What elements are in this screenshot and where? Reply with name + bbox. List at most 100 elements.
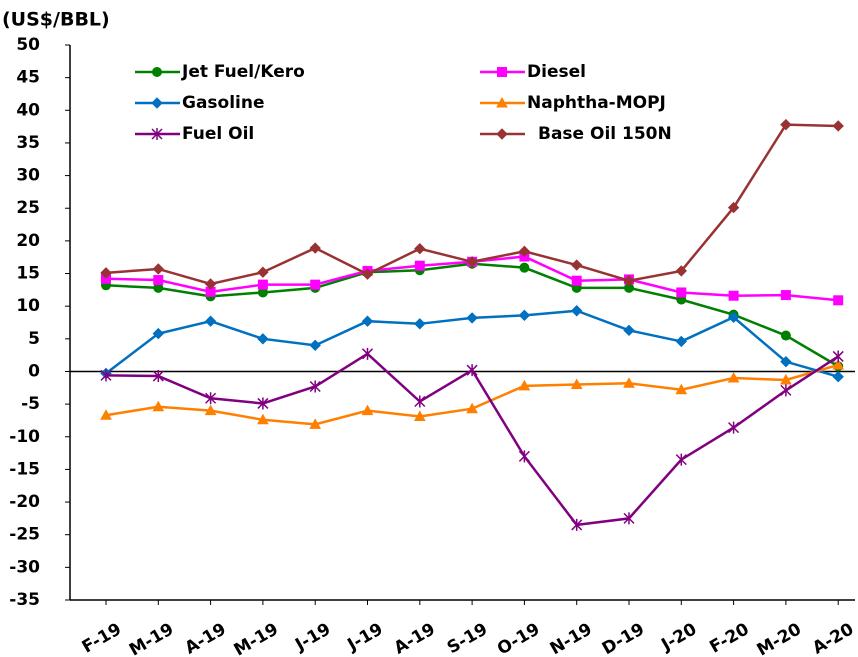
marker <box>309 242 321 254</box>
x-tick-label: J-19 <box>291 619 334 655</box>
marker <box>570 259 583 271</box>
marker <box>151 97 163 109</box>
legend-label: Diesel <box>527 62 586 82</box>
marker <box>675 383 688 395</box>
x-tick-label: N-19 <box>547 619 596 657</box>
marker <box>204 315 217 327</box>
y-tick-label: 15 <box>16 264 40 284</box>
y-tick-label: 25 <box>16 198 40 218</box>
x-tick-label: M-19 <box>231 619 282 657</box>
marker <box>623 324 635 337</box>
y-axis-label: (US$/BBL) <box>2 9 110 31</box>
marker <box>414 395 426 408</box>
x-tick-label: J-19 <box>344 619 387 655</box>
marker <box>832 370 844 383</box>
y-tick-label: 50 <box>16 35 40 55</box>
marker <box>100 409 112 420</box>
marker <box>833 295 844 306</box>
y-tick-label: -20 <box>9 492 40 512</box>
y-tick-label: -5 <box>21 394 40 414</box>
x-tick-label: D-19 <box>599 619 648 657</box>
marker <box>361 404 374 416</box>
marker <box>728 421 740 434</box>
legend-label: Naphtha-MOPJ <box>527 93 666 113</box>
marker <box>518 450 530 463</box>
marker <box>623 377 635 388</box>
marker <box>727 371 740 383</box>
marker <box>151 128 163 140</box>
marker <box>832 120 844 132</box>
y-tick-label: 30 <box>16 166 40 186</box>
marker <box>204 404 217 416</box>
marker <box>466 402 478 414</box>
marker <box>780 373 792 385</box>
x-tick-label: F-20 <box>706 619 752 657</box>
marker <box>518 245 531 258</box>
marker <box>152 263 165 275</box>
marker <box>780 384 792 397</box>
marker <box>257 413 269 425</box>
series <box>100 305 844 383</box>
marker <box>153 275 164 286</box>
x-tick-label: O-19 <box>494 619 543 657</box>
marker <box>727 201 740 214</box>
marker <box>496 128 508 140</box>
marker <box>414 260 425 271</box>
marker <box>309 418 322 429</box>
y-tick-label: 45 <box>16 68 40 88</box>
marker <box>466 256 478 268</box>
marker <box>518 379 531 391</box>
marker <box>675 453 687 466</box>
marker <box>623 512 635 525</box>
marker <box>309 339 321 352</box>
x-tick-label: M-19 <box>126 619 177 657</box>
y-tick-label: -25 <box>9 525 40 545</box>
marker <box>100 369 112 382</box>
y-tick-label: -30 <box>9 557 40 577</box>
marker <box>623 275 635 287</box>
marker <box>727 311 740 323</box>
marker <box>361 268 374 280</box>
marker <box>466 364 478 377</box>
marker <box>466 312 478 324</box>
y-tick-label: -15 <box>9 459 40 479</box>
marker <box>832 358 845 370</box>
x-tick-label: A-19 <box>182 619 230 657</box>
marker <box>571 275 582 286</box>
x-tick-label: A-19 <box>391 619 439 657</box>
marker <box>570 305 583 317</box>
marker <box>309 380 321 393</box>
y-tick-label: 20 <box>16 231 40 251</box>
marker <box>518 309 531 322</box>
marker <box>152 327 165 340</box>
marker <box>414 243 426 255</box>
marker <box>497 67 507 77</box>
marker <box>676 287 687 298</box>
legend-label: Gasoline <box>182 93 265 113</box>
y-tick-label: -35 <box>9 590 40 610</box>
marker <box>832 350 844 363</box>
y-tick-label: 40 <box>16 100 40 120</box>
x-tick-label: S-19 <box>444 619 491 657</box>
marker <box>152 370 164 383</box>
legend-label: Base Oil 150N <box>538 124 672 144</box>
marker <box>257 333 269 345</box>
marker <box>675 265 688 277</box>
series <box>100 118 844 290</box>
y-tick-label: 35 <box>16 133 40 153</box>
y-tick-label: -10 <box>9 427 40 447</box>
legend-label: Fuel Oil <box>182 124 254 144</box>
series <box>100 358 845 429</box>
legend-label: Jet Fuel/Kero <box>181 62 305 82</box>
marker <box>570 378 583 390</box>
marker <box>361 347 374 360</box>
x-tick-label: M-20 <box>754 619 805 657</box>
x-tick-label: F-19 <box>79 619 125 657</box>
marker <box>257 279 268 290</box>
marker <box>571 518 583 531</box>
marker <box>780 290 791 301</box>
x-tick-label: A-20 <box>809 619 857 657</box>
marker <box>414 318 426 330</box>
marker <box>728 290 739 301</box>
